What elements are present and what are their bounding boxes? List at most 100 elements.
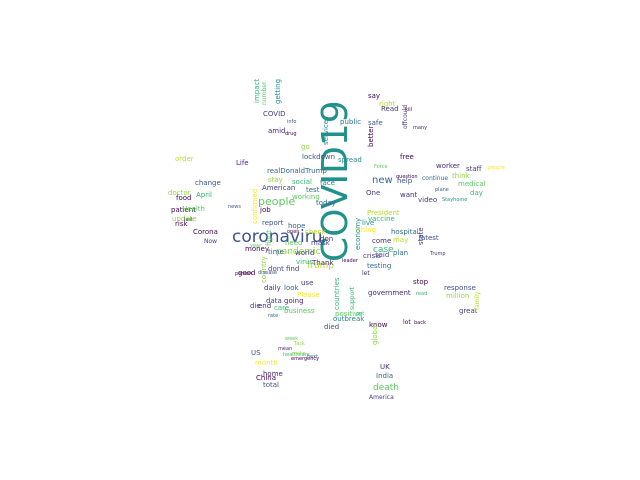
- cloud-word: data: [266, 297, 282, 305]
- cloud-word: know: [369, 321, 388, 329]
- cloud-word: coronaviru: [232, 227, 323, 247]
- cloud-word: back: [414, 320, 426, 326]
- cloud-word: need: [285, 239, 303, 247]
- cloud-word: lockdown: [302, 153, 336, 161]
- cloud-word: care: [274, 304, 290, 312]
- cloud-word: countries: [333, 277, 341, 310]
- cloud-word: family: [474, 291, 481, 310]
- cloud-word: make: [292, 351, 306, 357]
- cloud-word: let: [362, 270, 370, 277]
- cloud-word: dont: [268, 265, 284, 273]
- cloud-word: open: [287, 229, 300, 235]
- cloud-word: economy: [354, 217, 362, 250]
- cloud-word: disease: [258, 270, 277, 276]
- cloud-word: crisis: [363, 252, 381, 260]
- cloud-word: look: [284, 284, 299, 292]
- cloud-word: Task: [294, 341, 305, 347]
- cloud-word: many: [413, 125, 428, 131]
- cloud-word: staff: [466, 165, 482, 173]
- cloud-word: mean: [278, 346, 293, 352]
- cloud-word: medical: [458, 180, 486, 188]
- cloud-word: patient: [171, 206, 196, 214]
- cloud-word: read: [416, 291, 428, 297]
- cloud-word: person: [235, 271, 253, 277]
- cloud-word: state: [417, 227, 425, 245]
- cloud-word: daily: [264, 284, 281, 292]
- cloud-word: continue: [422, 175, 449, 182]
- cloud-word: million: [446, 292, 470, 300]
- cloud-word: good: [238, 269, 256, 277]
- cloud-word: right: [379, 100, 396, 108]
- cloud-word: President: [367, 209, 400, 217]
- cloud-word: end: [258, 302, 272, 310]
- cloud-word: global: [371, 323, 379, 345]
- cloud-word: die: [250, 302, 261, 310]
- cloud-word: plan: [393, 249, 409, 257]
- cloud-word: next: [307, 354, 319, 360]
- cloud-word: better: [367, 125, 375, 147]
- cloud-word: Corona: [193, 228, 218, 236]
- cloud-word: report: [262, 219, 284, 227]
- cloud-word: today: [316, 199, 336, 207]
- cloud-word: working: [292, 193, 320, 201]
- cloud-word: amid: [268, 127, 286, 135]
- cloud-word: US: [251, 349, 261, 357]
- cloud-word: kill: [405, 107, 413, 113]
- cloud-word: total: [263, 381, 280, 389]
- cloud-word: think: [452, 172, 470, 180]
- cloud-word: new: [372, 175, 393, 186]
- cloud-word: Life: [236, 159, 249, 167]
- cloud-word: come: [372, 237, 392, 245]
- cloud-word: vaccine: [368, 215, 395, 223]
- cloud-word: public: [340, 118, 362, 126]
- cloud-word: response: [444, 284, 476, 292]
- cloud-word: going: [284, 297, 304, 305]
- cloud-word: mask: [311, 239, 330, 247]
- cloud-word: video: [418, 196, 438, 204]
- cloud-word: virus: [296, 258, 314, 266]
- cloud-word: check: [305, 228, 326, 236]
- cloud-word: free: [400, 153, 414, 161]
- cloud-word: Please: [297, 291, 320, 299]
- cloud-word: want: [400, 191, 418, 199]
- cloud-word: lot: [403, 319, 411, 326]
- cloud-word: food: [176, 194, 192, 202]
- cloud-word: money: [245, 245, 269, 253]
- cloud-word: rate: [268, 313, 279, 319]
- cloud-word: testing: [367, 262, 392, 270]
- cloud-word: test: [306, 186, 320, 194]
- cloud-word: American: [262, 184, 296, 192]
- cloud-word: thing: [358, 226, 377, 234]
- cloud-word: info: [287, 119, 297, 125]
- cloud-word: day: [470, 189, 483, 197]
- cloud-word: realDonaldTrump: [267, 167, 327, 175]
- cloud-word: people: [258, 195, 296, 208]
- cloud-word: UK: [380, 363, 390, 371]
- cloud-word: year: [250, 243, 262, 249]
- cloud-word: news: [228, 204, 241, 210]
- cloud-word: number: [261, 81, 268, 105]
- cloud-word: drug: [285, 131, 297, 137]
- cloud-word: emergency: [291, 356, 320, 362]
- cloud-word: say: [368, 92, 381, 100]
- cloud-word: government: [368, 289, 411, 297]
- cloud-word: stay: [268, 176, 283, 184]
- cloud-word: Force: [374, 164, 388, 170]
- cloud-word: find: [286, 265, 300, 273]
- cloud-word: business: [284, 307, 315, 315]
- cloud-word: One: [366, 189, 381, 197]
- cloud-word: April: [196, 191, 212, 199]
- cloud-word: change: [195, 179, 221, 187]
- cloud-word: COVID: [263, 110, 286, 118]
- cloud-word: America: [369, 394, 394, 401]
- cloud-word: world: [295, 249, 315, 257]
- cloud-word: home: [263, 370, 283, 378]
- cloud-word: getting: [274, 78, 282, 104]
- cloud-word: outbreak: [333, 315, 365, 323]
- cloud-word: confirmed: [251, 188, 259, 224]
- cloud-word: social: [292, 178, 312, 186]
- cloud-word: died: [324, 323, 340, 331]
- cloud-word: impact: [253, 78, 261, 103]
- cloud-word: go: [301, 143, 310, 151]
